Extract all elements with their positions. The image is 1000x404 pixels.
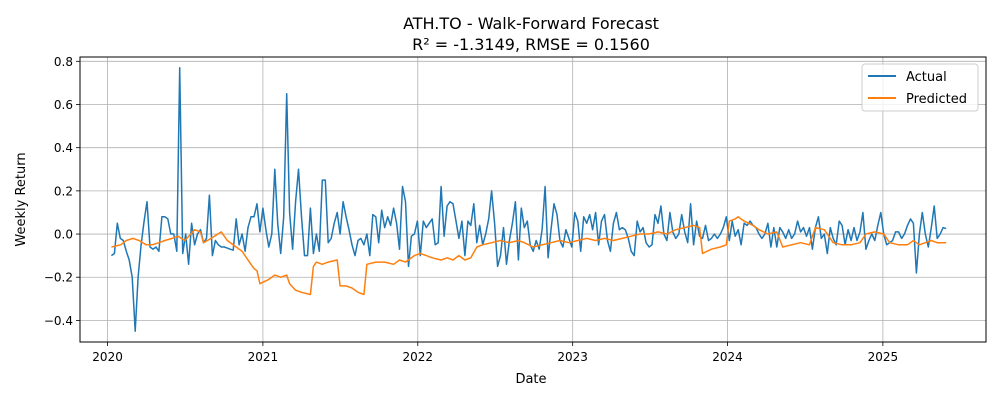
x-tick-label: 2021 bbox=[248, 350, 279, 364]
x-tick-label: 2020 bbox=[92, 350, 123, 364]
y-axis-ticks: −0.4 −0.2 0.0 0.2 0.4 0.6 0.8 bbox=[44, 55, 80, 328]
grid bbox=[80, 57, 986, 342]
chart-subtitle: R² = -1.3149, RMSE = 0.1560 bbox=[412, 35, 650, 54]
y-tick-label: −0.4 bbox=[44, 314, 73, 328]
y-tick-label: 0.6 bbox=[54, 98, 73, 112]
x-axis-label: Date bbox=[515, 372, 546, 387]
x-tick-label: 2022 bbox=[403, 350, 434, 364]
y-tick-label: 0.8 bbox=[54, 55, 73, 69]
x-tick-label: 2023 bbox=[557, 350, 588, 364]
y-tick-label: 0.4 bbox=[54, 141, 73, 155]
y-tick-label: −0.2 bbox=[44, 271, 73, 285]
legend-label-actual: Actual bbox=[906, 70, 947, 85]
y-axis-label: Weekly Return bbox=[14, 152, 29, 246]
x-axis-ticks: 2020 2021 2022 2023 2024 2025 bbox=[92, 342, 898, 364]
legend-label-predicted: Predicted bbox=[906, 92, 967, 107]
x-tick-label: 2025 bbox=[868, 350, 899, 364]
series-line-actual bbox=[110, 67, 947, 332]
legend: Actual Predicted bbox=[861, 63, 979, 112]
x-tick-label: 2024 bbox=[712, 350, 743, 364]
y-tick-label: 0.2 bbox=[54, 184, 73, 198]
series-lines bbox=[110, 67, 947, 332]
series-line-predicted bbox=[111, 216, 947, 296]
chart-title: ATH.TO - Walk-Forward Forecast bbox=[403, 14, 659, 33]
plot-frame bbox=[79, 56, 987, 343]
y-tick-label: 0.0 bbox=[54, 228, 73, 242]
